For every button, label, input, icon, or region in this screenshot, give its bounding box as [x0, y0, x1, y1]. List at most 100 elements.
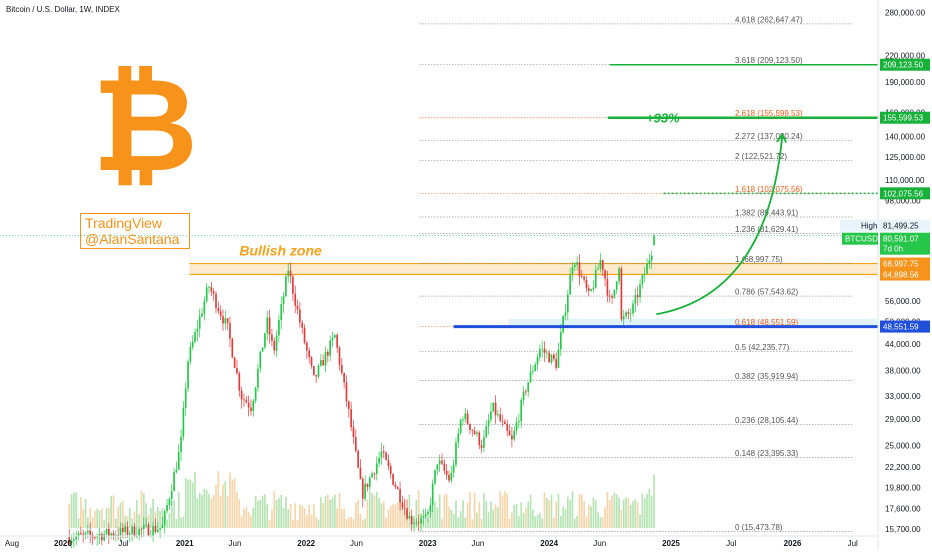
volume-bar — [534, 516, 537, 528]
volume-bar — [145, 503, 147, 528]
bullish-zone-label: Bullish zone — [239, 243, 322, 259]
candle-body — [131, 526, 133, 534]
y-tick-label: 44,000.00 — [885, 340, 921, 349]
volume-bar — [543, 492, 546, 528]
candle-body — [415, 522, 418, 524]
candle-body — [392, 473, 394, 485]
candle-body — [529, 371, 532, 383]
volume-bar — [107, 507, 110, 528]
candle-body — [594, 269, 597, 288]
candle-body — [264, 333, 266, 348]
candle-body — [464, 413, 467, 420]
volume-bar — [529, 494, 532, 528]
current-price-countdown: 7d 0h — [883, 245, 903, 254]
candle-body — [396, 487, 399, 490]
candle-body — [345, 382, 348, 402]
volume-bar — [487, 512, 490, 528]
volume-bar — [394, 504, 397, 528]
candle-body — [359, 467, 362, 480]
volume-bar — [641, 493, 644, 528]
volume-bar — [399, 500, 401, 528]
volume-bar — [317, 519, 320, 528]
candle-body — [578, 262, 581, 277]
volume-bar — [119, 502, 122, 528]
candle-body — [247, 402, 250, 408]
volume-bar — [338, 492, 341, 528]
volume-bar — [264, 494, 266, 528]
volume-bar — [131, 518, 133, 528]
price-tag-label: 68,997.75 — [883, 260, 919, 269]
volume-bar — [285, 496, 287, 528]
volume-bar — [350, 517, 352, 528]
candle-body — [534, 364, 537, 371]
volume-bar — [396, 502, 399, 528]
candle-body — [294, 293, 297, 306]
candle-body — [196, 328, 199, 333]
volume-bar — [259, 499, 262, 528]
candle-body — [110, 533, 113, 536]
volume-bar — [70, 494, 73, 528]
volume-bar — [506, 493, 509, 528]
candle-body — [336, 335, 338, 348]
candle-body — [380, 451, 383, 458]
candle-body — [387, 459, 390, 467]
volume-bar — [124, 515, 126, 528]
volume-bar — [445, 493, 448, 528]
volume-bar — [243, 508, 245, 528]
candle-body — [273, 341, 276, 351]
volume-bar — [576, 516, 578, 528]
volume-bar — [580, 494, 583, 528]
volume-bar — [224, 481, 227, 528]
volume-bar — [340, 508, 343, 528]
candle-body — [513, 430, 516, 440]
volume-bar — [250, 515, 252, 528]
volume-bar — [620, 510, 623, 528]
symbol-tag — [842, 232, 878, 245]
volume-bar — [564, 509, 567, 528]
volume-bar — [408, 494, 411, 528]
candle-body — [77, 533, 80, 537]
fib-level-label: 0.148 (23,395.33) — [735, 449, 798, 458]
volume-bar — [504, 491, 506, 528]
candle-body — [622, 316, 625, 320]
volume-bar — [347, 517, 350, 528]
volume-bar — [159, 510, 161, 528]
candle-body — [364, 483, 366, 499]
y-tick-label: 140,000.00 — [885, 133, 926, 142]
candle-body — [490, 411, 492, 421]
current-price-value: 80,591.07 — [883, 235, 919, 244]
candle-body — [142, 525, 145, 529]
volume-bar — [587, 504, 590, 528]
y-tick-label: 110,000.00 — [885, 176, 925, 185]
volume-bar — [280, 495, 283, 528]
volume-bar — [345, 519, 348, 528]
fib-level-label: 1.618 (102,075.56) — [735, 185, 803, 194]
x-tick-label: Jul — [118, 539, 128, 548]
volume-bar — [306, 515, 308, 528]
volume-bar — [555, 501, 557, 528]
candle-body — [636, 295, 639, 298]
volume-bar — [245, 506, 248, 528]
volume-bar — [382, 501, 385, 528]
candle-body — [80, 533, 82, 535]
candle-body — [306, 342, 308, 351]
volume-bar — [105, 508, 108, 528]
volume-bar — [373, 495, 376, 528]
candle-body — [431, 483, 434, 506]
volume-bar — [112, 495, 115, 528]
volume-bar — [650, 495, 653, 528]
volume-bar — [424, 513, 427, 528]
price-tag — [880, 268, 930, 281]
candle-body — [257, 368, 259, 388]
volume-bar — [571, 491, 574, 528]
candle-body — [180, 436, 182, 453]
candle-body — [599, 260, 602, 269]
candle-body — [455, 442, 457, 465]
volume-bar — [492, 509, 495, 528]
volume-bar — [215, 484, 217, 528]
candle-body — [571, 267, 574, 275]
candle-body — [133, 526, 136, 537]
volume-bar — [525, 508, 527, 528]
